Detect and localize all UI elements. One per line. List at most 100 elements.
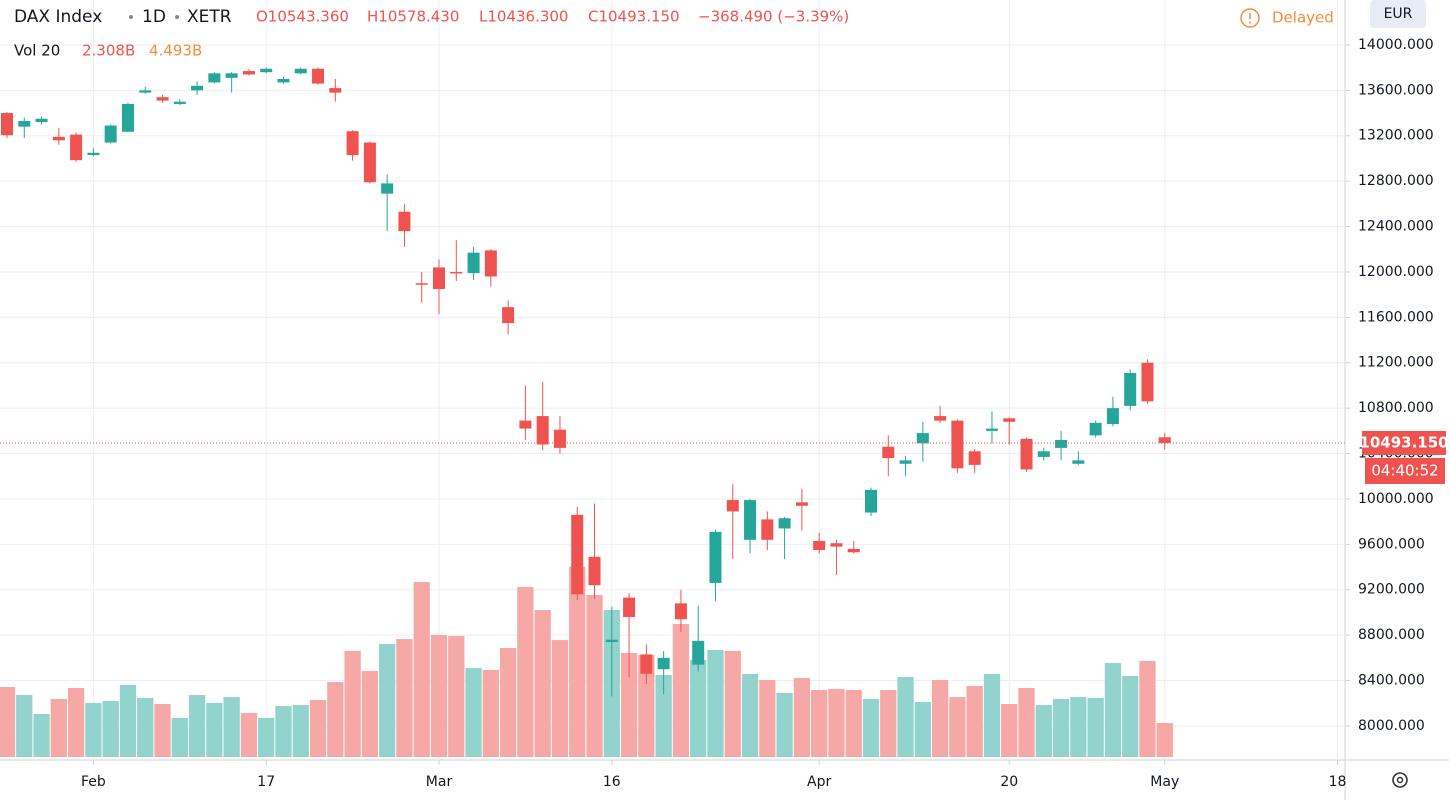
volume-bar [914, 702, 931, 757]
volume-bar [137, 697, 154, 757]
low-value: L10436.300 [479, 8, 568, 26]
y-tick-label: 9200.000 [1358, 582, 1425, 598]
volume-bar [240, 712, 258, 757]
volume-bar [396, 639, 413, 757]
volume-bar [586, 594, 603, 757]
candle-body [363, 142, 376, 183]
y-tick-label: 10000.000 [1358, 491, 1434, 507]
volume-bar [845, 689, 862, 757]
volume-bar [880, 689, 897, 757]
candle-body [208, 73, 221, 83]
volume-bar [16, 694, 33, 757]
y-tick-label: 11200.000 [1358, 355, 1434, 371]
candle-body [1158, 437, 1171, 443]
gear-hub [1396, 776, 1404, 784]
candle-body [1141, 362, 1154, 402]
volume-bar [206, 702, 223, 757]
candle-body [674, 603, 687, 620]
candle-body [813, 540, 826, 551]
candle-body [139, 90, 152, 93]
candle-body [52, 136, 65, 141]
volume-bar [465, 668, 482, 757]
candle-body [640, 654, 653, 674]
legend: DAX Index 1D XETR O10543.360 H10578.430 … [14, 7, 849, 60]
candle-body [605, 639, 618, 642]
volume-bar [551, 640, 569, 757]
countdown-badge [1365, 457, 1445, 484]
volume-bar [828, 688, 845, 757]
volume-bar [1139, 660, 1156, 757]
x-tick-label: Mar [426, 774, 453, 790]
candle-body [571, 514, 584, 595]
countdown: 04:40:52 [1371, 461, 1438, 479]
y-tick-label: 9600.000 [1358, 536, 1425, 552]
candle-body [312, 68, 325, 84]
candle-body [916, 433, 929, 444]
volume-bar [102, 701, 119, 757]
volume-bar [1001, 703, 1018, 757]
y-tick-label: 8800.000 [1358, 627, 1425, 643]
volume-value: 2.308B [82, 42, 135, 60]
separator [175, 15, 179, 19]
high-value: H10578.430 [367, 8, 459, 26]
volume-bar [292, 705, 309, 757]
volume-ma-value: 4.493B [149, 42, 202, 60]
volume-bar [344, 650, 361, 757]
volume-bar [1104, 663, 1122, 757]
candle-body [934, 416, 947, 421]
volume-bar [0, 687, 16, 757]
candle-body [121, 103, 134, 132]
warning-icon [1240, 8, 1260, 28]
volume-bar [430, 635, 448, 757]
volume-bar [258, 717, 275, 757]
candle-body [847, 548, 860, 553]
volume-bar [361, 670, 379, 757]
candle-body [726, 500, 739, 512]
x-tick-label: May [1150, 774, 1179, 790]
delayed-status: Delayed [1272, 9, 1334, 27]
candle-body [467, 252, 480, 274]
candle-body [882, 446, 895, 459]
candle-body [761, 519, 774, 540]
last-price-label: 10493.150 [1359, 433, 1448, 451]
candle-body [225, 73, 238, 78]
plot-area [0, 0, 1345, 760]
x-tick-label: 17 [257, 774, 275, 790]
volume-bar [499, 647, 517, 757]
candle-body [450, 271, 463, 274]
volume-bar [482, 669, 499, 757]
candle-body [899, 460, 912, 464]
delayed-badge[interactable]: Delayed [1240, 8, 1334, 28]
candle-body [294, 68, 307, 74]
volume-title: Vol 20 [14, 42, 60, 60]
x-tick-label: 16 [603, 774, 621, 790]
volume-bar [638, 654, 655, 757]
candle-body [830, 543, 843, 547]
y-tick-label: 11600.000 [1358, 309, 1434, 325]
y-tick-label: 12800.000 [1358, 173, 1434, 189]
volume-bar [154, 703, 171, 757]
open-value: O10543.360 [256, 8, 349, 26]
volume-bar [724, 650, 741, 757]
x-tick-label: 20 [1000, 774, 1018, 790]
candle-body [778, 518, 791, 529]
interval: 1D [142, 7, 166, 27]
volume-bar [931, 679, 949, 757]
volume-bar [171, 717, 188, 757]
volume-bar [569, 566, 586, 757]
candle-body [35, 118, 48, 123]
close-value: C10493.150 [588, 8, 680, 26]
y-tick-label: 8400.000 [1358, 673, 1425, 689]
volume-bar [327, 682, 344, 757]
volume-bar [707, 649, 724, 757]
volume-bar [741, 673, 759, 757]
candle-body [260, 68, 273, 73]
currency-badge[interactable] [1370, 0, 1426, 28]
settings-icon[interactable] [1392, 772, 1408, 788]
volume-bar [33, 713, 50, 757]
y-tick-label: 13600.000 [1358, 82, 1434, 98]
candle-body [242, 71, 255, 75]
volume-bar [776, 692, 793, 757]
volume-bar [655, 674, 672, 757]
